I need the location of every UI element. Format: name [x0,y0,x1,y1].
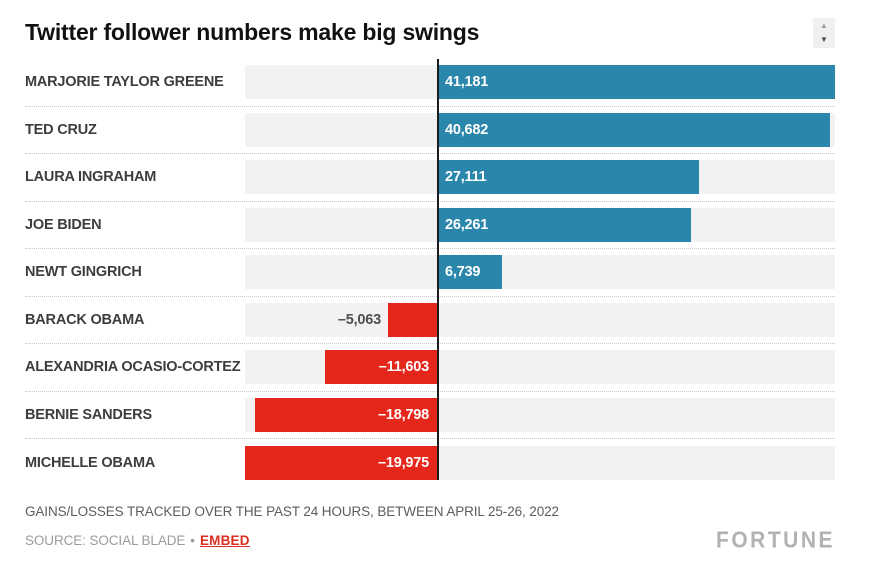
bar: –18,798 [255,397,437,432]
chevron-up-icon: ▲ [820,21,828,30]
chart-row: LAURA INGRAHAM 27,111 [25,154,835,202]
chart-row: MICHELLE OBAMA –19,975 [25,439,835,487]
fortune-logo: FORTUNE [716,527,835,553]
bar: 6,739 [437,255,502,290]
bar: –19,975 [245,445,437,480]
bar-value-label: 6,739 [445,264,481,281]
bar: 26,261 [437,207,691,242]
category-label: ALEXANDRIA OCASIO-CORTEZ [25,359,241,376]
category-label: MARJORIE TAYLOR GREENE [25,74,224,91]
embed-link[interactable]: EMBED [199,533,250,548]
category-label: BARACK OBAMA [25,311,145,328]
chart-row: JOE BIDEN 26,261 [25,202,835,249]
bar: 40,682 [437,112,830,147]
chart-header: Twitter follower numbers make big swings… [25,0,835,48]
bar-value-label: 40,682 [445,121,489,138]
bar-value-label: –11,603 [378,359,429,376]
bar-track: 27,111 [245,160,835,195]
bar-track: –5,063 [245,302,835,337]
chart-row: NEWT GINGRICH 6,739 [25,249,835,297]
bar: 27,111 [437,160,699,195]
scroll-up-button[interactable]: ▲ [813,19,835,33]
bar-track: –11,603 [245,350,835,385]
scroll-down-button[interactable]: ▼ [813,33,835,47]
category-label: BERNIE SANDERS [25,406,152,423]
bar-value-label: –19,975 [377,454,429,471]
source-label: SOURCE: SOCIAL BLADE [25,533,186,548]
chart-row: TED CRUZ 40,682 [25,107,835,154]
category-label: TED CRUZ [25,121,97,138]
bar-chart: MARJORIE TAYLOR GREENE 41,181 TED CRUZ 4… [25,59,835,487]
category-label: LAURA INGRAHAM [25,169,157,186]
bar-track: –19,975 [245,445,835,480]
category-label: NEWT GINGRICH [25,264,142,281]
category-label: MICHELLE OBAMA [25,454,156,471]
chevron-down-icon: ▼ [820,35,828,44]
bar-value-label: 26,261 [445,216,489,233]
chart-title: Twitter follower numbers make big swings [25,19,480,45]
bar-track: 6,739 [245,255,835,290]
source-row: SOURCE: SOCIAL BLADE • EMBED FORTUNE [25,527,835,553]
scroll-stepper[interactable]: ▲ ▼ [813,18,835,48]
chart-row: MARJORIE TAYLOR GREENE 41,181 [25,59,835,107]
bar-value-label: –18,798 [377,406,429,423]
bar-track: 40,682 [245,112,835,147]
chart-row: BARACK OBAMA –5,063 [25,297,835,344]
bar: –11,603 [325,350,437,385]
outside-value-label: –5,063 [337,311,381,328]
bar-value-label: 27,111 [445,169,487,186]
chart-footnote: GAINS/LOSSES TRACKED OVER THE PAST 24 HO… [25,503,559,519]
chart-row: ALEXANDRIA OCASIO-CORTEZ –11,603 [25,344,835,392]
chart-row: BERNIE SANDERS –18,798 [25,392,835,439]
zero-axis-line [437,59,439,480]
bar [388,302,437,337]
bar-track: –18,798 [245,397,835,432]
source-separator: • [190,533,195,548]
bar-value-label: 41,181 [445,74,489,91]
bar-track: 26,261 [245,207,835,242]
bar: 41,181 [437,65,835,100]
chart-rows: MARJORIE TAYLOR GREENE 41,181 TED CRUZ 4… [25,59,835,487]
category-label: JOE BIDEN [25,216,102,233]
bar-track: 41,181 [245,65,835,100]
